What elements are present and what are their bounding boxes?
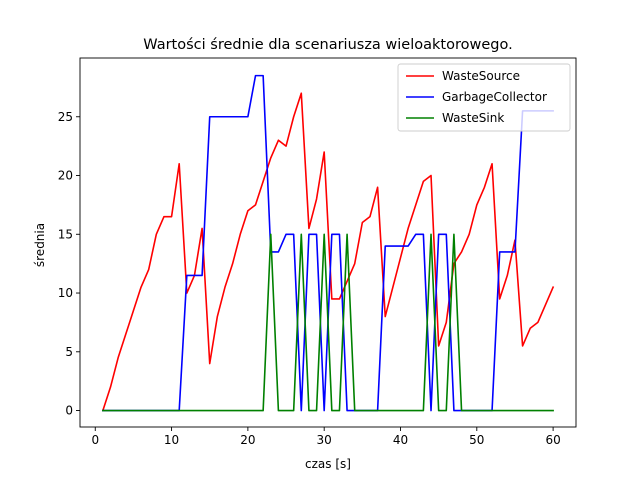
legend-box: [397, 63, 571, 132]
legend-entry-wastesource: WasteSource: [406, 69, 520, 83]
y-axis: 0 5 10 15 20 25: [58, 110, 80, 418]
series-line-wastesource: [101, 92, 555, 412]
x-tick-label: 20: [240, 433, 255, 447]
x-tick-label: 60: [545, 433, 560, 447]
legend-entry-wastesink: WasteSink: [406, 111, 504, 125]
y-tick-label: 10: [58, 286, 73, 300]
x-tick-label: 40: [393, 433, 408, 447]
x-axis-label: czas [s]: [305, 457, 351, 471]
y-tick-label: 15: [58, 227, 73, 241]
plot-area: [79, 57, 577, 428]
x-tick-label: 50: [469, 433, 484, 447]
y-tick-label: 5: [65, 345, 73, 359]
x-tick-label: 30: [317, 433, 332, 447]
chart-title: Wartości średnie dla scenariusza wieloak…: [143, 37, 512, 53]
legend: WasteSource GarbageCollector WasteSink: [397, 63, 571, 132]
legend-label: WasteSink: [442, 111, 504, 125]
legend-label: WasteSource: [442, 69, 520, 83]
x-tick-label: 10: [164, 433, 179, 447]
x-tick-label: 0: [91, 433, 99, 447]
y-axis-label: średnia: [33, 223, 47, 267]
y-tick-label: 25: [58, 110, 73, 124]
legend-label: GarbageCollector: [442, 90, 547, 104]
y-tick-label: 20: [58, 169, 73, 183]
series-line-wastesink: [102, 233, 554, 412]
x-axis: 0 10 20 30 40 50 60: [91, 427, 561, 447]
y-tick-label: 0: [65, 404, 73, 418]
legend-entry-garbagecollector: GarbageCollector: [406, 90, 547, 104]
plot-frame: [79, 57, 577, 428]
